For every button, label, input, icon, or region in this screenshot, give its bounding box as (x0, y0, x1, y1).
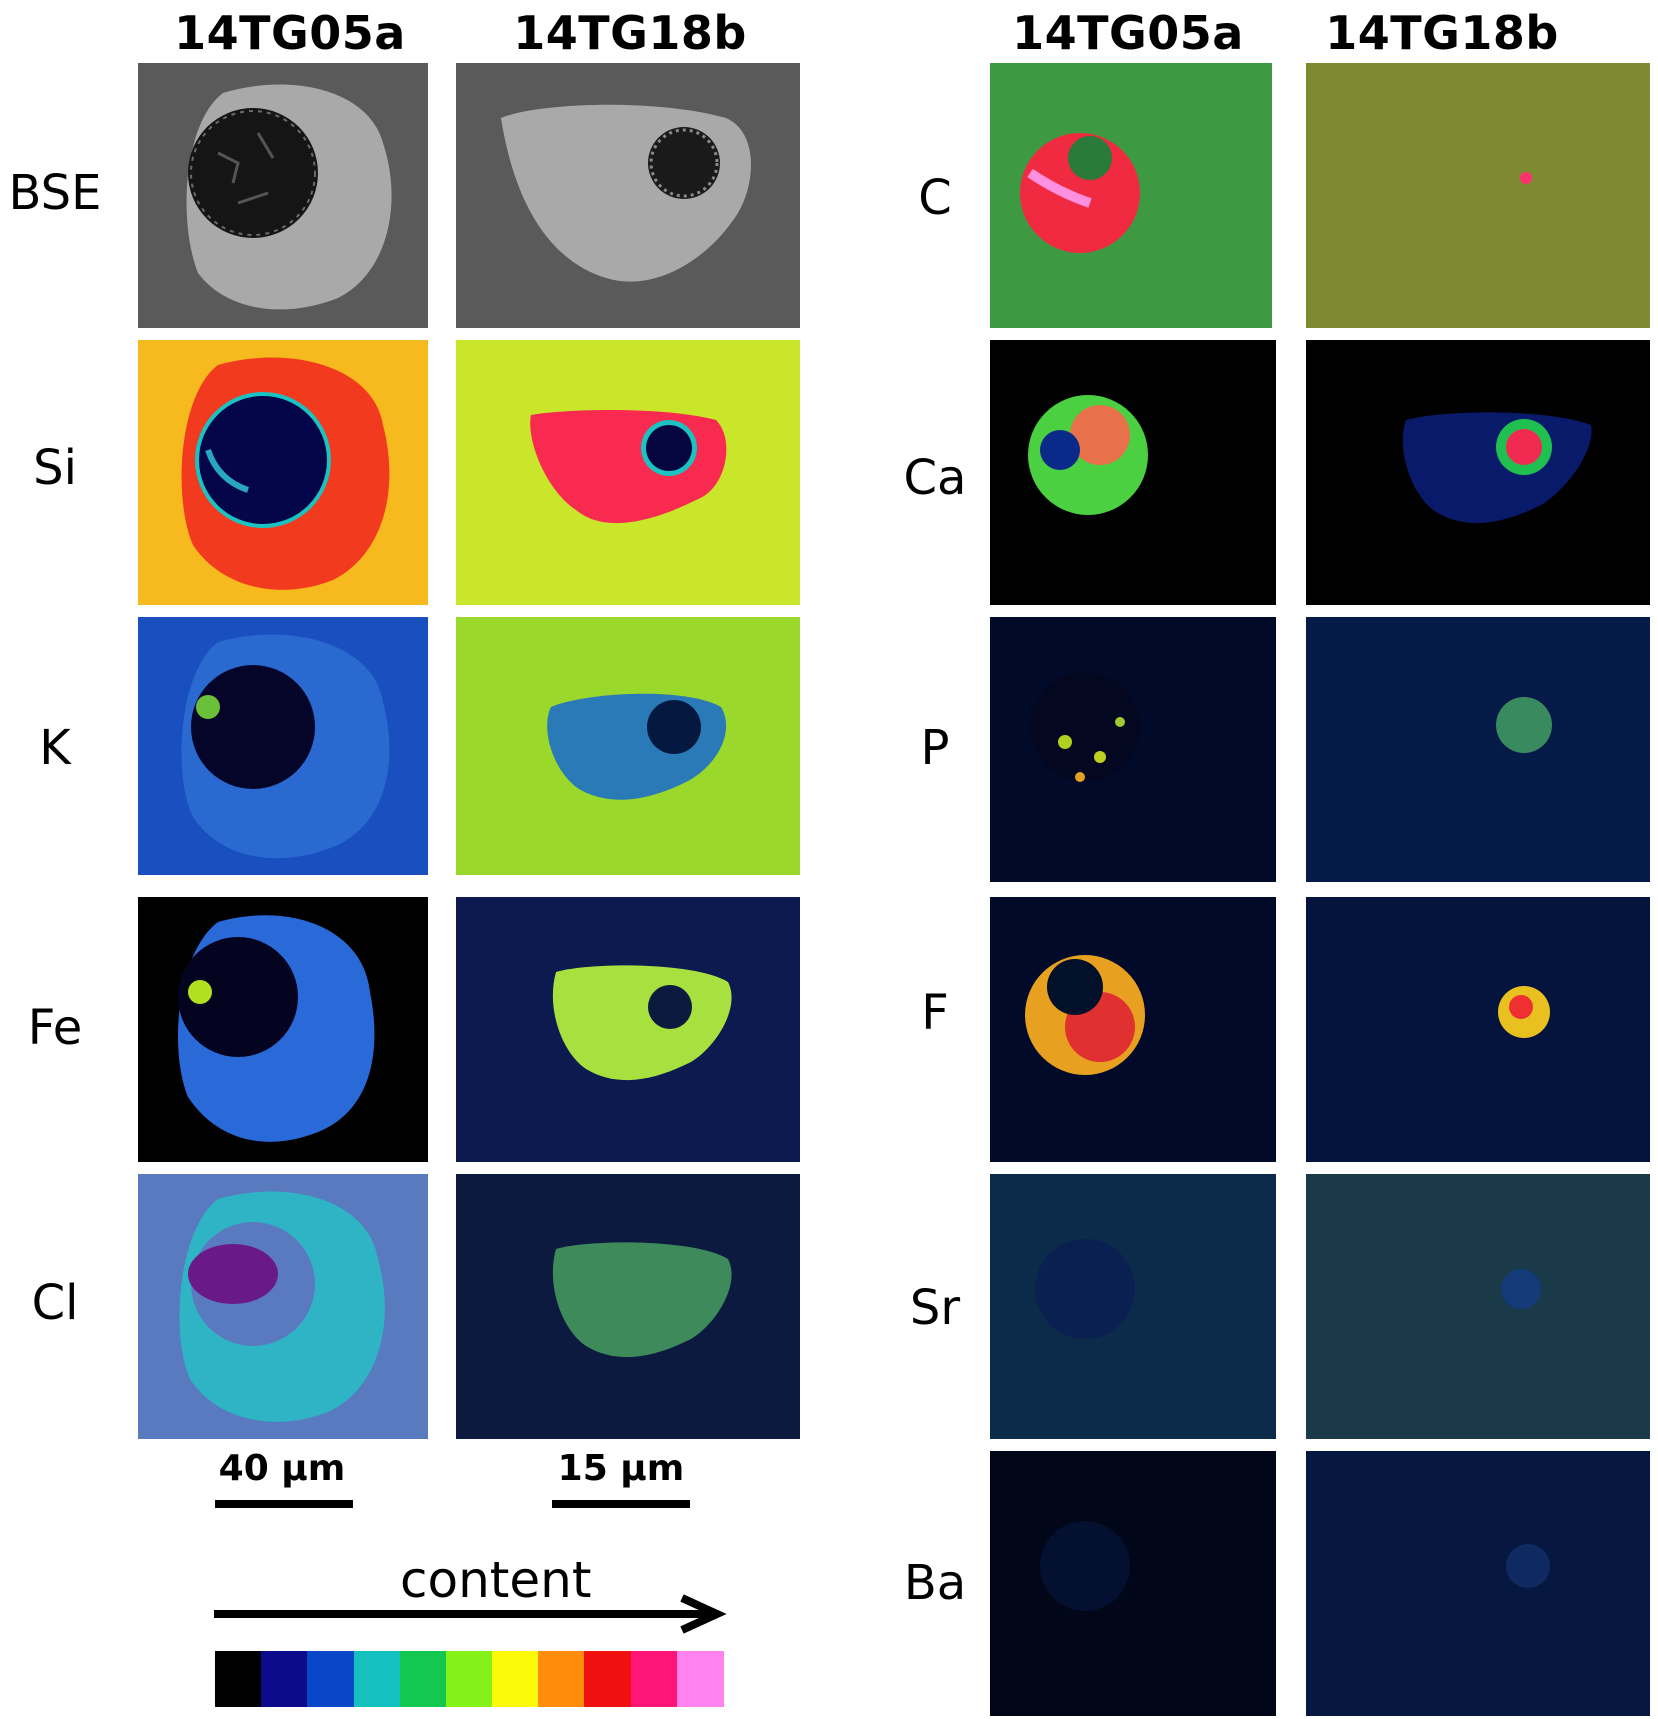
panel-bse-14TG18b (456, 63, 800, 328)
row-label-cl: Cl (31, 1275, 79, 1331)
panel-k-14TG05a (138, 617, 428, 875)
panel-p-14TG18b (1306, 617, 1650, 882)
legend-arrow-icon (214, 1594, 727, 1634)
panel-c-14TG05a (990, 63, 1272, 328)
row-label-p: P (920, 720, 950, 776)
legend-swatch (492, 1651, 540, 1707)
row-label-ca: Ca (903, 450, 967, 506)
row-label-fe: Fe (27, 1000, 83, 1056)
legend-swatch (538, 1651, 586, 1707)
scale-label-40um: 40 µm (218, 1448, 346, 1489)
row-label-bse: BSE (8, 165, 102, 221)
legend-swatch (399, 1651, 447, 1707)
scale-bar-15um (552, 1500, 690, 1508)
panel-cl-14TG05a (138, 1174, 428, 1439)
legend-swatch (261, 1651, 309, 1707)
column-title-left-14TG05a: 14TG05a (174, 6, 406, 60)
panel-f-14TG18b (1306, 897, 1650, 1162)
column-title-right-14TG05a: 14TG05a (1012, 6, 1244, 60)
panel-sr-14TG05a (990, 1174, 1276, 1439)
legend-swatch (584, 1651, 632, 1707)
column-title-right-14TG18b: 14TG18b (1325, 6, 1559, 60)
legend-content-label: content (400, 1551, 592, 1609)
panel-bse-14TG05a (138, 63, 428, 328)
legend-swatch (353, 1651, 401, 1707)
legend-swatch (215, 1651, 262, 1707)
row-label-sr: Sr (909, 1280, 961, 1336)
scale-bar-40um (215, 1500, 353, 1508)
legend-swatch (676, 1651, 724, 1707)
panel-si-14TG18b (456, 340, 800, 605)
panel-ca-14TG18b (1306, 340, 1650, 605)
column-title-left-14TG18b: 14TG18b (513, 6, 747, 60)
legend-swatch (307, 1651, 355, 1707)
scale-label-15um: 15 µm (557, 1448, 685, 1489)
panel-f-14TG05a (990, 897, 1276, 1162)
row-label-ba: Ba (903, 1555, 967, 1611)
legend-swatch (630, 1651, 678, 1707)
panel-sr-14TG18b (1306, 1174, 1650, 1439)
panel-ba-14TG05a (990, 1451, 1276, 1716)
panel-si-14TG05a (138, 340, 428, 605)
row-label-f: F (921, 985, 949, 1041)
panel-p-14TG05a (990, 617, 1276, 882)
panel-fe-14TG18b (456, 897, 800, 1162)
panel-ca-14TG05a (990, 340, 1276, 605)
panel-ba-14TG18b (1306, 1451, 1650, 1716)
panel-c-14TG18b (1306, 63, 1650, 328)
row-label-si: Si (33, 440, 77, 496)
panel-fe-14TG05a (138, 897, 428, 1162)
row-label-c: C (918, 170, 952, 226)
legend-swatch (445, 1651, 493, 1707)
panel-cl-14TG18b (456, 1174, 800, 1439)
row-label-k: K (39, 720, 71, 776)
panel-k-14TG18b (456, 617, 800, 875)
